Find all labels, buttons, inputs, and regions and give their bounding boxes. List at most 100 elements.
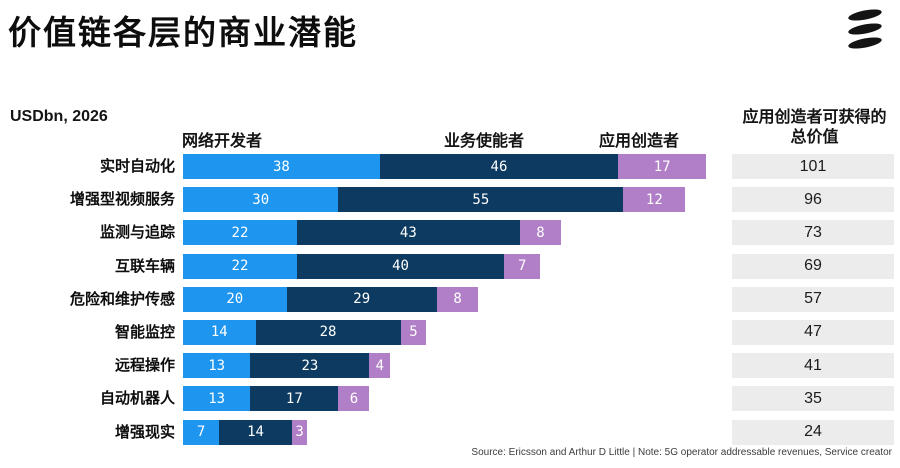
bar-value: 40 <box>392 258 409 275</box>
bar-segment-service-enabler: 14 <box>219 419 292 445</box>
bar-chart: 实时自动化 38 46 17 101 增强型视频服务 30 55 12 96 监测与追踪 22 43 8 7… <box>0 154 900 453</box>
bar-segment-network-developer: 20 <box>183 286 287 312</box>
bar-value: 30 <box>252 191 270 208</box>
total-value-box: 35 <box>732 386 894 412</box>
chart-row: 远程操作 13 23 4 41 <box>0 353 900 379</box>
bar-segment-application-creator: 8 <box>436 286 479 312</box>
row-label: 增强现实 <box>114 423 175 441</box>
bar-segment-service-enabler: 46 <box>379 154 619 179</box>
bar-segment-application-creator: 3 <box>291 419 308 445</box>
bar-track: 22 40 7 <box>183 253 541 279</box>
bar-value: 29 <box>353 291 371 308</box>
bar-segment-application-creator: 8 <box>519 220 562 246</box>
total-value-box: 73 <box>732 220 894 246</box>
row-label: 监测与追踪 <box>99 224 175 242</box>
bar-segment-network-developer: 22 <box>183 220 297 246</box>
bar-value: 6 <box>349 390 359 407</box>
bar-value: 46 <box>490 158 508 175</box>
row-label: 危险和维护传感 <box>69 290 175 308</box>
total-value-box: 41 <box>732 353 894 379</box>
bar-value: 14 <box>210 324 228 341</box>
bar-segment-application-creator: 17 <box>618 154 707 179</box>
bar-value: 13 <box>208 390 226 407</box>
bar-segment-application-creator: 7 <box>504 253 541 279</box>
row-label: 互联车辆 <box>114 257 175 275</box>
bar-value: 20 <box>226 291 244 308</box>
ericsson-logo-icon <box>848 9 882 49</box>
bar-value: 22 <box>231 258 249 275</box>
bar-track: 30 55 12 <box>183 187 686 213</box>
bar-track: 20 29 8 <box>183 286 479 312</box>
bar-track: 14 28 5 <box>183 319 427 345</box>
chart-row: 监测与追踪 22 43 8 73 <box>0 220 900 246</box>
chart-row: 自动机器人 13 17 6 35 <box>0 386 900 412</box>
chart-row: 互联车辆 22 40 7 69 <box>0 253 900 279</box>
bar-segment-network-developer: 13 <box>183 386 251 412</box>
bar-segment-network-developer: 7 <box>183 419 220 445</box>
bar-value: 3 <box>295 424 304 440</box>
bar-segment-application-creator: 12 <box>623 187 686 213</box>
bar-segment-service-enabler: 29 <box>286 286 437 312</box>
bar-value: 43 <box>399 224 417 241</box>
chart-row: 实时自动化 38 46 17 101 <box>0 154 900 179</box>
row-label: 自动机器人 <box>99 390 175 408</box>
bar-track: 7 14 3 <box>183 419 308 445</box>
row-label: 智能监控 <box>114 323 175 341</box>
chart-row: 增强型视频服务 30 55 12 96 <box>0 187 900 213</box>
column-header-service-enabler: 业务使能者 <box>444 133 525 150</box>
bar-segment-application-creator: 4 <box>369 353 391 379</box>
total-value-box: 57 <box>732 286 894 312</box>
chart-row: 智能监控 14 28 5 47 <box>0 319 900 345</box>
total-value-box: 101 <box>732 154 894 179</box>
column-header-total-value: 应用创造者可获得的总价值 <box>742 109 887 146</box>
bar-value: 8 <box>453 291 462 308</box>
bar-track: 22 43 8 <box>183 220 562 246</box>
bar-segment-service-enabler: 43 <box>296 220 520 246</box>
bar-value: 28 <box>319 324 337 341</box>
bar-value: 23 <box>301 357 319 374</box>
row-label: 远程操作 <box>114 357 175 375</box>
bar-value: 8 <box>536 224 545 241</box>
bar-track: 13 23 4 <box>183 353 391 379</box>
total-value-box: 96 <box>732 187 894 213</box>
total-value-box: 24 <box>732 419 894 445</box>
bar-value: 38 <box>272 158 290 175</box>
bar-segment-service-enabler: 23 <box>250 353 370 379</box>
chart-row: 增强现实 7 14 3 24 <box>0 419 900 445</box>
bar-value: 14 <box>247 424 264 440</box>
bar-value: 55 <box>472 191 490 208</box>
bar-value: 17 <box>653 158 671 175</box>
bar-value: 7 <box>518 258 527 275</box>
bar-segment-service-enabler: 17 <box>250 386 339 412</box>
bar-segment-network-developer: 38 <box>183 154 380 179</box>
total-value-box: 47 <box>732 319 894 345</box>
bar-segment-service-enabler: 40 <box>296 253 505 279</box>
bar-segment-network-developer: 30 <box>183 187 339 213</box>
source-note: Source: Ericsson and Arthur D Little | N… <box>471 447 892 458</box>
bar-segment-network-developer: 14 <box>183 319 256 345</box>
row-label: 增强型视频服务 <box>69 191 175 209</box>
row-label: 实时自动化 <box>99 158 175 175</box>
bar-track: 13 17 6 <box>183 386 370 412</box>
bar-segment-application-creator: 5 <box>400 319 427 345</box>
bar-segment-service-enabler: 28 <box>255 319 401 345</box>
bar-track: 38 46 17 <box>183 154 707 179</box>
total-value-box: 69 <box>732 253 894 279</box>
bar-value: 7 <box>196 424 206 440</box>
bar-value: 22 <box>231 224 249 241</box>
bar-segment-service-enabler: 55 <box>338 187 624 213</box>
column-header-network-developer: 网络开发者 <box>182 133 263 150</box>
bar-value: 12 <box>645 191 663 208</box>
bar-segment-network-developer: 22 <box>183 253 297 279</box>
bar-value: 5 <box>409 324 418 341</box>
bar-value: 17 <box>285 390 303 407</box>
bar-value: 4 <box>375 357 385 374</box>
bar-segment-application-creator: 6 <box>338 386 370 412</box>
page-title: 价值链各层的商业潜能 <box>8 14 358 51</box>
bar-segment-network-developer: 13 <box>183 353 251 379</box>
chart-row: 危险和维护传感 20 29 8 57 <box>0 286 900 312</box>
column-header-application-creator: 应用创造者 <box>599 133 680 150</box>
bar-value: 13 <box>208 357 226 374</box>
unit-label: USDbn, 2026 <box>10 108 108 125</box>
